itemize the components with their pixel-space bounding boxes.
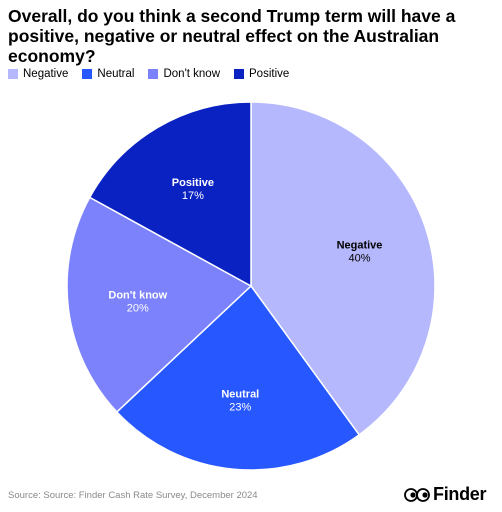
legend-swatch-negative xyxy=(8,69,18,79)
slice-label-positive: Positive xyxy=(172,177,214,189)
slice-value-negative: 40% xyxy=(348,253,370,265)
finder-logo-text: Finder xyxy=(433,484,487,504)
slice-value-don-t-know: 20% xyxy=(127,302,149,314)
legend-label-neutral: Neutral xyxy=(97,68,135,80)
legend-swatch-positive xyxy=(234,69,244,79)
legend-item-neutral[interactable]: Neutral xyxy=(82,68,134,80)
slice-label-don-t-know: Don't know xyxy=(108,289,167,301)
finder-eyes-icon xyxy=(404,487,430,502)
slice-label-negative: Negative xyxy=(337,240,383,252)
slice-label-neutral: Neutral xyxy=(221,389,259,401)
slice-value-positive: 17% xyxy=(182,190,204,202)
legend-item-negative[interactable]: Negative xyxy=(8,68,68,80)
legend-label-dont-know: Don't know xyxy=(163,68,220,80)
legend-item-dont-know[interactable]: Don't know xyxy=(148,68,220,80)
legend-label-negative: Negative xyxy=(23,68,69,80)
chart-title: Overall, do you think a second Trump ter… xyxy=(8,6,456,66)
pie-slice-negative[interactable] xyxy=(250,101,436,436)
chart-legend: Negative Neutral Don't know Positive xyxy=(8,68,289,80)
pie-slice-positive[interactable] xyxy=(88,101,252,288)
legend-label-positive: Positive xyxy=(249,68,290,80)
pie-slice-neutral[interactable] xyxy=(115,284,361,471)
legend-swatch-dont-know xyxy=(148,69,159,79)
finder-logo: Finder xyxy=(404,484,487,505)
pie-slice-don-t-know[interactable] xyxy=(66,196,253,414)
legend-swatch-neutral xyxy=(82,69,93,79)
slice-value-neutral: 23% xyxy=(229,402,251,414)
source-note: Source: Source: Finder Cash Rate Survey,… xyxy=(8,490,258,501)
legend-item-positive[interactable]: Positive xyxy=(234,68,289,80)
